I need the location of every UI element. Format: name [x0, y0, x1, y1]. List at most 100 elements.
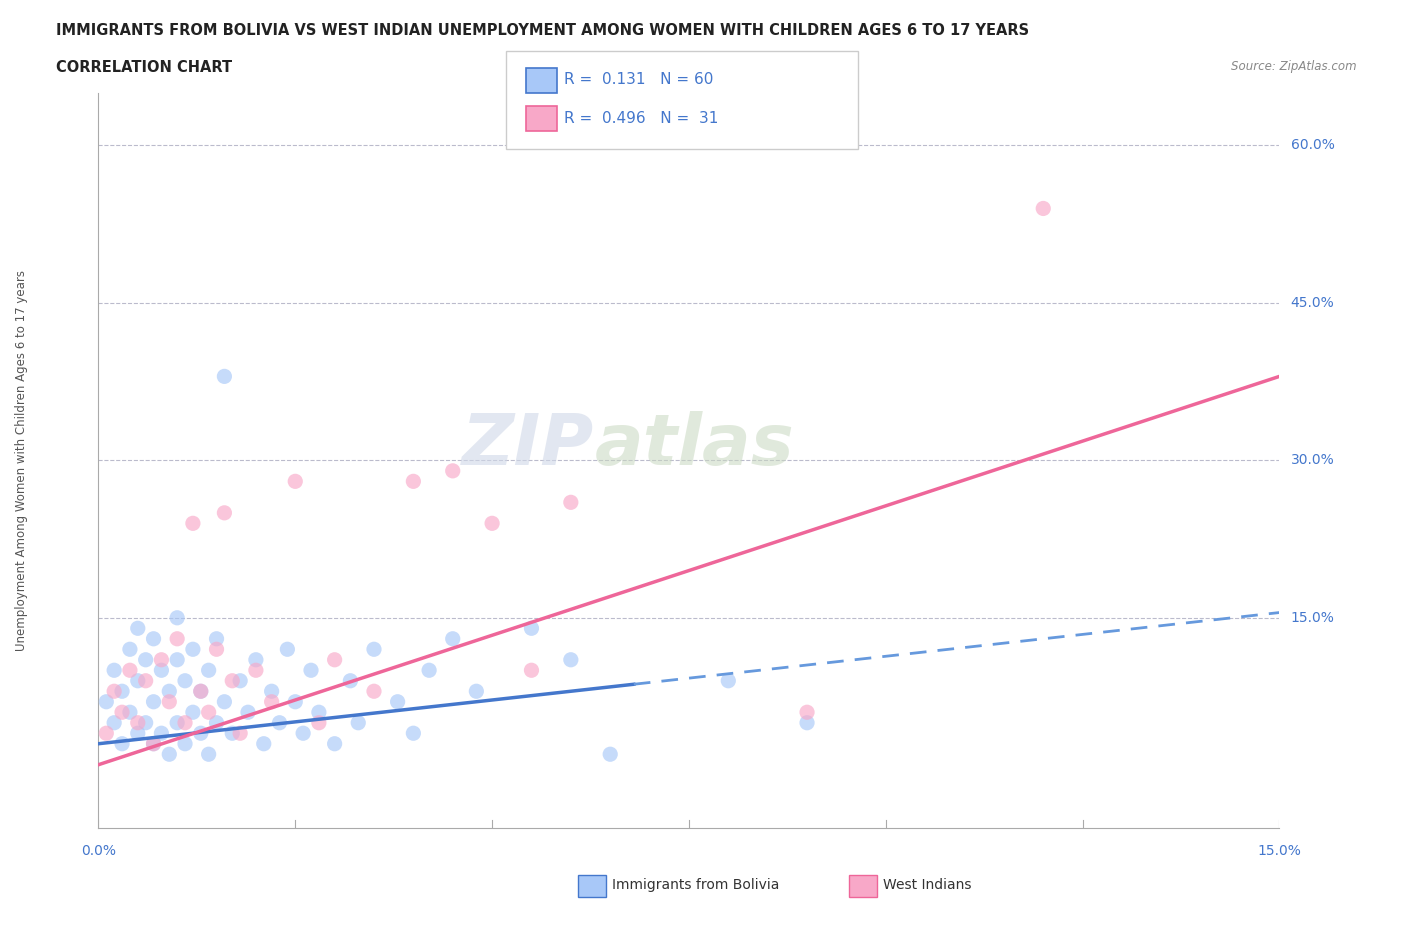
Point: [214, 369, 236, 384]
Point: [402, 725, 425, 740]
Text: West Indians: West Indians: [883, 878, 972, 893]
Point: [142, 695, 165, 710]
Point: [205, 631, 228, 646]
Point: [387, 695, 409, 710]
Text: atlas: atlas: [595, 411, 794, 480]
Text: IMMIGRANTS FROM BOLIVIA VS WEST INDIAN UNEMPLOYMENT AMONG WOMEN WITH CHILDREN AG: IMMIGRANTS FROM BOLIVIA VS WEST INDIAN U…: [56, 23, 1029, 38]
Point: [560, 495, 582, 510]
Point: [150, 663, 173, 678]
Point: [157, 684, 180, 698]
Point: [717, 673, 740, 688]
Point: [118, 663, 141, 678]
Point: [441, 631, 464, 646]
Point: [150, 725, 173, 740]
Point: [181, 516, 204, 531]
Text: 45.0%: 45.0%: [1291, 296, 1334, 310]
Point: [118, 705, 141, 720]
Point: [174, 737, 197, 751]
Point: [174, 673, 197, 688]
Point: [181, 705, 204, 720]
Point: [229, 725, 252, 740]
Point: [127, 725, 149, 740]
Text: R =  0.496   N =  31: R = 0.496 N = 31: [564, 111, 718, 126]
Point: [111, 705, 134, 720]
Point: [339, 673, 361, 688]
Point: [347, 715, 370, 730]
Point: [276, 642, 298, 657]
Point: [96, 695, 118, 710]
Point: [221, 725, 243, 740]
Point: [111, 737, 134, 751]
Point: [118, 642, 141, 657]
Point: [323, 652, 346, 667]
Point: [418, 663, 440, 678]
Point: [166, 652, 188, 667]
Point: [520, 621, 543, 636]
Point: [142, 737, 165, 751]
Point: [135, 673, 157, 688]
Point: [190, 725, 212, 740]
Point: [796, 705, 818, 720]
Point: [205, 642, 228, 657]
Point: [299, 663, 322, 678]
Point: [135, 652, 157, 667]
Text: Immigrants from Bolivia: Immigrants from Bolivia: [612, 878, 779, 893]
Point: [214, 505, 236, 520]
Point: [111, 684, 134, 698]
Text: ZIP: ZIP: [463, 411, 595, 480]
Point: [166, 631, 188, 646]
Point: [284, 695, 307, 710]
Point: [796, 715, 818, 730]
Point: [221, 673, 243, 688]
Point: [135, 715, 157, 730]
Point: [127, 715, 149, 730]
Point: [157, 747, 180, 762]
Point: [260, 695, 283, 710]
Point: [245, 663, 267, 678]
Point: [308, 705, 330, 720]
Point: [245, 652, 267, 667]
Point: [96, 725, 118, 740]
Point: [253, 737, 276, 751]
Point: [481, 516, 503, 531]
Point: [229, 673, 252, 688]
Point: [323, 737, 346, 751]
Point: [560, 652, 582, 667]
Point: [465, 684, 488, 698]
Point: [363, 642, 385, 657]
Point: [197, 705, 219, 720]
Point: [197, 663, 219, 678]
Point: [142, 737, 165, 751]
Text: Unemployment Among Women with Children Ages 6 to 17 years: Unemployment Among Women with Children A…: [14, 270, 28, 651]
Point: [181, 642, 204, 657]
Point: [520, 663, 543, 678]
Point: [402, 474, 425, 489]
Point: [103, 684, 125, 698]
Point: [190, 684, 212, 698]
Point: [142, 631, 165, 646]
Point: [157, 695, 180, 710]
Point: [308, 715, 330, 730]
Point: [166, 715, 188, 730]
Point: [127, 673, 149, 688]
Point: [269, 715, 291, 730]
Point: [174, 715, 197, 730]
Point: [197, 747, 219, 762]
Text: 15.0%: 15.0%: [1291, 611, 1334, 625]
Point: [363, 684, 385, 698]
Point: [260, 684, 283, 698]
Point: [205, 715, 228, 730]
Point: [127, 621, 149, 636]
Point: [1032, 201, 1054, 216]
Point: [190, 684, 212, 698]
Text: Source: ZipAtlas.com: Source: ZipAtlas.com: [1232, 60, 1357, 73]
Point: [150, 652, 173, 667]
Point: [214, 695, 236, 710]
Point: [103, 715, 125, 730]
Text: 60.0%: 60.0%: [1291, 139, 1334, 153]
Point: [284, 474, 307, 489]
Point: [166, 610, 188, 625]
Point: [236, 705, 259, 720]
Point: [599, 747, 621, 762]
Text: 0.0%: 0.0%: [82, 844, 115, 858]
